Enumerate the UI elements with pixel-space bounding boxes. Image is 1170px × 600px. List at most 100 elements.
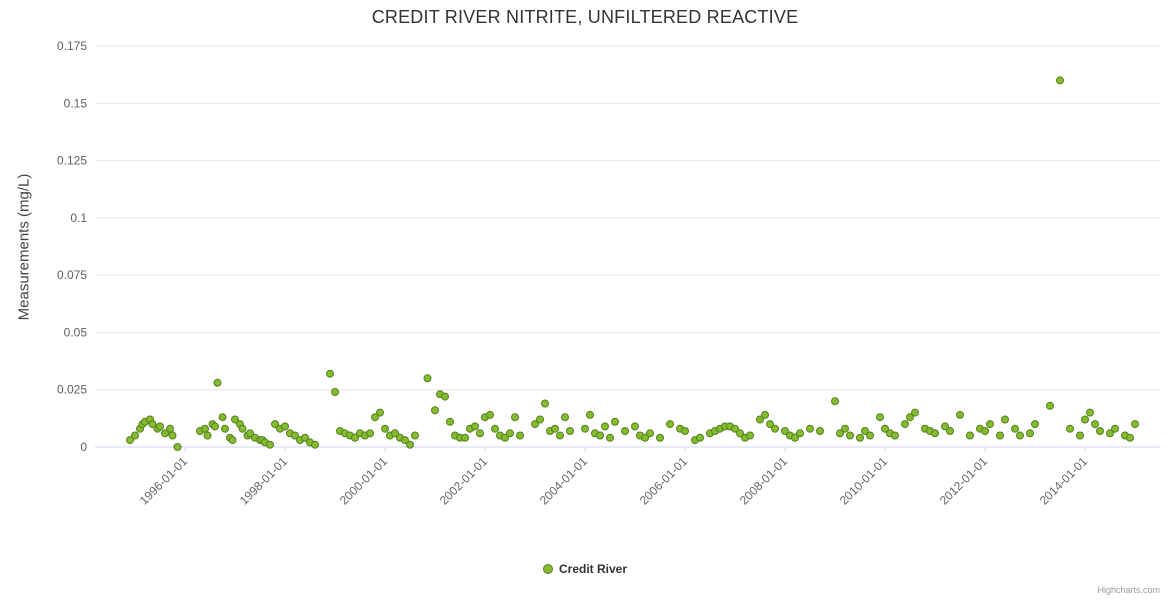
- data-point[interactable]: [556, 431, 564, 440]
- data-point[interactable]: [486, 410, 494, 419]
- data-point[interactable]: [981, 427, 989, 435]
- data-point[interactable]: [696, 433, 704, 442]
- data-point[interactable]: [366, 429, 374, 438]
- data-point[interactable]: [861, 427, 869, 435]
- data-point[interactable]: [506, 429, 514, 438]
- data-point[interactable]: [596, 431, 604, 440]
- data-point[interactable]: [836, 429, 844, 438]
- data-point[interactable]: [601, 422, 609, 431]
- data-point[interactable]: [371, 413, 379, 422]
- data-point[interactable]: [581, 424, 589, 433]
- data-point[interactable]: [541, 399, 549, 408]
- data-point[interactable]: [1001, 415, 1009, 424]
- data-point[interactable]: [376, 408, 384, 417]
- data-point[interactable]: [351, 433, 359, 442]
- data-point[interactable]: [1046, 401, 1054, 410]
- data-point[interactable]: [291, 431, 299, 440]
- data-point[interactable]: [766, 420, 774, 429]
- data-point[interactable]: [1026, 429, 1034, 438]
- data-point[interactable]: [656, 433, 664, 442]
- data-point[interactable]: [1126, 433, 1134, 442]
- data-point[interactable]: [791, 433, 799, 442]
- data-point[interactable]: [731, 424, 739, 433]
- data-point[interactable]: [866, 431, 874, 440]
- data-point[interactable]: [441, 392, 449, 401]
- data-point[interactable]: [831, 397, 839, 406]
- data-point[interactable]: [681, 427, 689, 435]
- data-point[interactable]: [911, 408, 919, 417]
- data-point[interactable]: [621, 427, 629, 435]
- data-point[interactable]: [1076, 431, 1084, 440]
- data-point[interactable]: [431, 406, 439, 415]
- data-point[interactable]: [231, 415, 239, 424]
- data-point[interactable]: [901, 420, 909, 429]
- data-point[interactable]: [1066, 424, 1074, 433]
- data-point[interactable]: [756, 415, 764, 424]
- data-point[interactable]: [611, 417, 619, 426]
- data-point[interactable]: [931, 429, 939, 438]
- data-point[interactable]: [266, 440, 274, 449]
- data-point[interactable]: [606, 433, 614, 442]
- data-point[interactable]: [126, 436, 134, 445]
- data-point[interactable]: [471, 422, 479, 431]
- data-point[interactable]: [501, 433, 509, 442]
- data-point[interactable]: [966, 431, 974, 440]
- data-point[interactable]: [511, 413, 519, 422]
- data-point[interactable]: [331, 388, 339, 396]
- data-point[interactable]: [1131, 420, 1139, 429]
- data-point[interactable]: [771, 424, 779, 433]
- data-point[interactable]: [846, 431, 854, 440]
- data-point[interactable]: [1111, 424, 1119, 433]
- data-point[interactable]: [736, 429, 744, 438]
- data-point[interactable]: [203, 431, 212, 440]
- data-point[interactable]: [1016, 431, 1024, 440]
- data-point[interactable]: [211, 422, 219, 431]
- data-point[interactable]: [381, 424, 389, 433]
- data-point[interactable]: [641, 433, 649, 442]
- data-point[interactable]: [996, 431, 1004, 440]
- data-point[interactable]: [516, 431, 524, 440]
- data-point[interactable]: [168, 431, 177, 440]
- data-point[interactable]: [1056, 76, 1064, 85]
- data-point[interactable]: [781, 427, 789, 435]
- legend-item-credit-river[interactable]: Credit River: [542, 562, 627, 576]
- data-point[interactable]: [986, 420, 994, 429]
- data-point[interactable]: [536, 415, 544, 424]
- data-point[interactable]: [446, 417, 454, 426]
- data-point[interactable]: [666, 420, 674, 429]
- data-point[interactable]: [161, 429, 169, 438]
- data-point[interactable]: [401, 436, 409, 445]
- data-point[interactable]: [491, 424, 499, 433]
- data-point[interactable]: [956, 410, 964, 419]
- data-point[interactable]: [806, 424, 814, 433]
- data-point[interactable]: [406, 440, 414, 449]
- highcharts-credits-link[interactable]: Highcharts.com: [1097, 585, 1160, 595]
- data-point[interactable]: [271, 420, 279, 429]
- data-point[interactable]: [411, 431, 419, 440]
- data-point[interactable]: [131, 431, 139, 440]
- data-point[interactable]: [173, 443, 182, 451]
- data-point[interactable]: [1096, 427, 1104, 435]
- data-point[interactable]: [301, 433, 309, 442]
- data-point[interactable]: [1091, 420, 1099, 429]
- data-point[interactable]: [841, 424, 849, 433]
- data-point[interactable]: [881, 424, 889, 433]
- data-point[interactable]: [228, 436, 237, 445]
- data-point[interactable]: [1081, 415, 1089, 424]
- data-point[interactable]: [1011, 424, 1019, 433]
- data-point[interactable]: [213, 378, 222, 387]
- data-point[interactable]: [461, 433, 469, 442]
- data-point[interactable]: [561, 413, 569, 422]
- data-point[interactable]: [1031, 420, 1039, 429]
- data-point[interactable]: [586, 410, 594, 419]
- data-point[interactable]: [326, 369, 334, 378]
- data-point[interactable]: [941, 422, 949, 431]
- data-point[interactable]: [946, 427, 954, 435]
- data-point[interactable]: [391, 429, 399, 438]
- data-point[interactable]: [166, 424, 174, 433]
- data-point[interactable]: [761, 410, 769, 419]
- data-point[interactable]: [796, 429, 804, 438]
- data-point[interactable]: [148, 420, 157, 429]
- data-point[interactable]: [311, 440, 319, 449]
- data-point[interactable]: [876, 413, 884, 422]
